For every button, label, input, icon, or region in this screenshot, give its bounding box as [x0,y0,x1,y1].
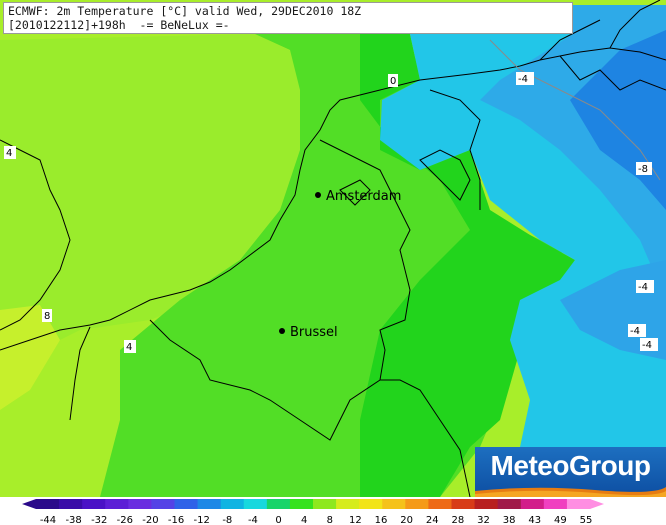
legend-tick-label: 38 [503,515,516,525]
logo-swoosh-icon [475,487,666,497]
legend-tick-label: -20 [142,515,158,525]
legend-tick-label: 43 [528,515,541,525]
legend-swatch [566,499,591,509]
temperature-map: Amsterdam Brussel 0 -4 -8 4 8 4 -4 -4 -4 [0,0,666,497]
legend-swatch [451,499,476,509]
amsterdam-label: Amsterdam [326,189,401,204]
contour-labels: 0 -4 -8 4 8 4 -4 -4 -4 [4,72,658,353]
legend-swatch [382,499,406,509]
legend-swatch [105,499,129,509]
legend-tick-label: 0 [275,515,281,525]
field-green-zero [360,34,575,497]
legend-swatch [428,499,452,509]
map-title-box: ECMWF: 2m Temperature [°C] valid Wed, 29… [3,2,573,34]
legend-swatch [220,499,245,509]
field-green-west [0,34,320,380]
legend-swatch [313,499,337,509]
contour-label: 4 [6,148,12,159]
legend-swatch [82,499,106,509]
contour-label: -4 [638,282,648,293]
legend-tick-label: -16 [168,515,184,525]
contour-line [489,39,661,181]
legend-arrow-right [590,499,604,509]
legend-tick-label: 20 [400,515,413,525]
legend-swatch [36,499,60,509]
brussel-label: Brussel [290,325,338,340]
legend-tick-label: 16 [375,515,388,525]
legend-swatch [336,499,360,509]
legend-tick-label: 4 [301,515,307,525]
map-subtitle: [2010122112]+198h -= BeNeLux =- [8,18,230,32]
legend-swatch [520,499,545,509]
legend-tick-label: 49 [554,515,567,525]
contour-label: -8 [638,164,648,175]
legend-tick-label: 12 [349,515,362,525]
legend-tick-label: -44 [40,515,56,525]
legend-tick-label: -38 [65,515,81,525]
contour-label: -4 [518,74,528,85]
legend-tick-label: -12 [194,515,210,525]
brussel-marker [279,328,285,334]
legend-tick-label: 24 [426,515,439,525]
field-yellow-southwest [0,305,60,410]
legend-swatch [474,499,499,509]
legend-swatch [174,499,199,509]
legend-tick-label: 8 [327,515,333,525]
contour-label: 8 [44,311,50,322]
logo-text: MeteoGroup [490,450,651,481]
legend-swatch [359,499,383,509]
legend-swatch [543,499,568,509]
legend-swatch [266,499,291,509]
legend-swatch [405,499,429,509]
contour-label: 0 [390,76,396,87]
legend-swatch [151,499,175,509]
legend-swatch [59,499,83,509]
legend-tick-label: 28 [452,515,465,525]
map-title: ECMWF: 2m Temperature [°C] valid Wed, 29… [8,4,362,18]
contour-label: -4 [630,326,640,337]
borders [0,0,666,497]
legend-swatch [243,499,268,509]
legend-tick-label: 55 [580,515,593,525]
temperature-legend: -44 -38 -32 -26 -20 -16 -12 -8 -4 0 4 8 12 16 20 24 28 32… [0,497,666,525]
legend-swatch [128,499,152,509]
legend-tick-label: -4 [248,515,258,525]
amsterdam-marker [315,192,321,198]
legend-tick-label: -32 [91,515,107,525]
legend-arrow-left [22,499,36,509]
legend-swatch [497,499,522,509]
legend-tick-label: 32 [477,515,490,525]
legend-tick-label: -8 [222,515,232,525]
legend-swatch [289,499,314,509]
legend-tick-label: -26 [117,515,133,525]
contour-label: -4 [642,340,652,351]
legend-swatch [197,499,222,509]
meteogroup-logo: MeteoGroup [475,447,666,497]
contour-label: 4 [126,342,132,353]
